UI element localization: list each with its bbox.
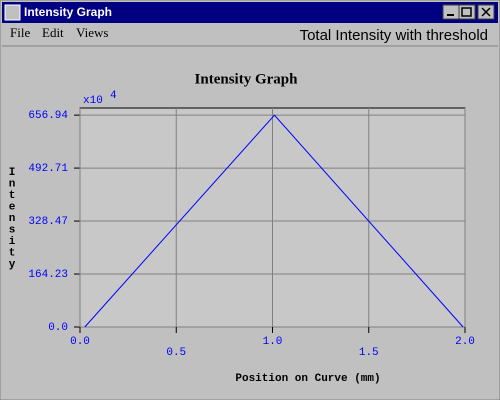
header-text: Total Intensity with threshold [300,27,488,44]
minimize-button[interactable] [442,4,460,20]
chart-title: Intensity Graph [195,71,299,87]
menu-item[interactable]: Views [76,25,108,40]
y-tick-label: 0.0 [48,322,68,334]
y-tick-label: 164.23 [28,269,68,281]
menu-item[interactable]: Edit [42,25,64,40]
title-bar [2,2,498,23]
window-icon[interactable] [4,4,21,21]
x-tick-label: 1.0 [263,336,283,348]
data-line [84,114,464,328]
y-exponent: 4 [110,90,117,102]
x-tick-label: 0.5 [166,347,186,359]
y-tick-label: 328.47 [28,216,68,228]
close-glyph [481,7,491,17]
x-tick-label: 1.5 [359,347,379,359]
x-tick-label: 2.0 [455,336,475,348]
window-title: Intensity Graph [24,5,112,19]
y-tick-label: 656.94 [28,110,68,122]
x-tick-label: 0.0 [70,336,90,348]
menu-item[interactable]: File [10,25,30,40]
y-tick-label: 492.71 [28,163,68,175]
maximize-glyph [461,7,472,17]
y-multiplier: x10 [83,95,103,107]
x-axis-label: Position on Curve (mm) [235,373,380,385]
